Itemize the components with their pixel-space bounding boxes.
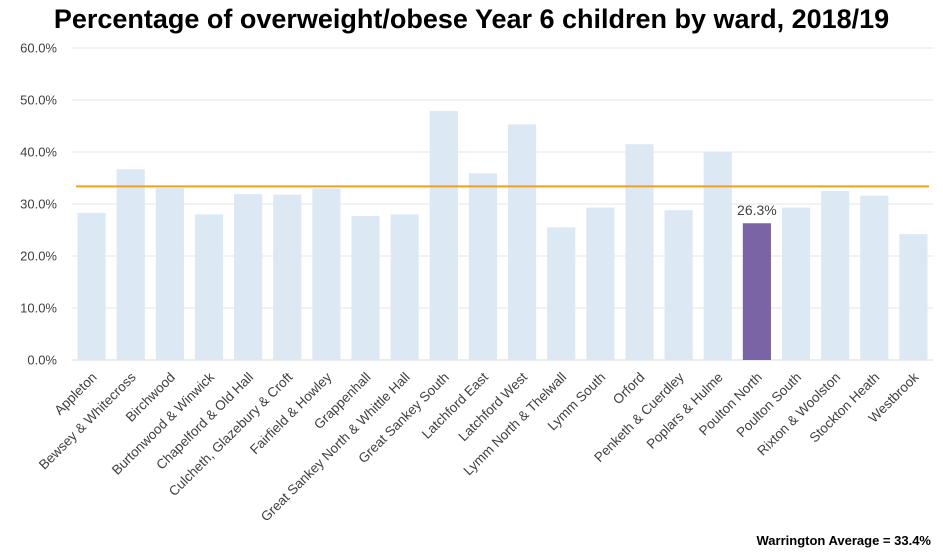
bar: [899, 234, 928, 360]
bar: [664, 210, 693, 360]
y-tick-label: 60.0%: [20, 41, 57, 56]
bars: [77, 110, 928, 360]
y-axis-ticks: 0.0% 10.0% 20.0% 30.0% 40.0% 50.0% 60.0%: [20, 41, 57, 368]
bar: [860, 195, 889, 360]
bar: [234, 194, 263, 360]
bar-highlight: [742, 223, 771, 360]
y-tick-label: 40.0%: [20, 145, 57, 160]
y-tick-label: 20.0%: [20, 249, 57, 264]
bar: [821, 191, 850, 360]
bar: [77, 212, 106, 360]
y-tick-label: 10.0%: [20, 301, 57, 316]
x-tick-label: Stockton Heath: [807, 370, 883, 446]
bar: [547, 227, 576, 360]
bar: [781, 207, 811, 360]
y-tick-label: 50.0%: [20, 93, 57, 108]
bar: [507, 124, 537, 360]
chart-title: Percentage of overweight/obese Year 6 ch…: [53, 4, 890, 34]
x-tick-label: Orford: [610, 370, 648, 408]
y-tick-label: 0.0%: [27, 353, 57, 368]
y-tick-label: 30.0%: [20, 197, 57, 212]
bar: [116, 169, 145, 360]
bar: [194, 214, 224, 360]
bar: [273, 194, 302, 360]
bar: [312, 188, 341, 360]
bar: [703, 151, 732, 360]
data-labels: 26.3%: [737, 202, 777, 218]
bar: [351, 215, 380, 360]
bar: [390, 214, 419, 360]
bar: [625, 144, 654, 360]
bar: [155, 187, 184, 360]
x-tick-label: Latchford West: [456, 369, 531, 444]
data-label: 26.3%: [737, 202, 777, 218]
bar: [468, 173, 498, 360]
bar: [586, 207, 615, 360]
warrington-average-note: Warrington Average = 33.4%: [756, 533, 931, 548]
bar: [429, 110, 458, 360]
